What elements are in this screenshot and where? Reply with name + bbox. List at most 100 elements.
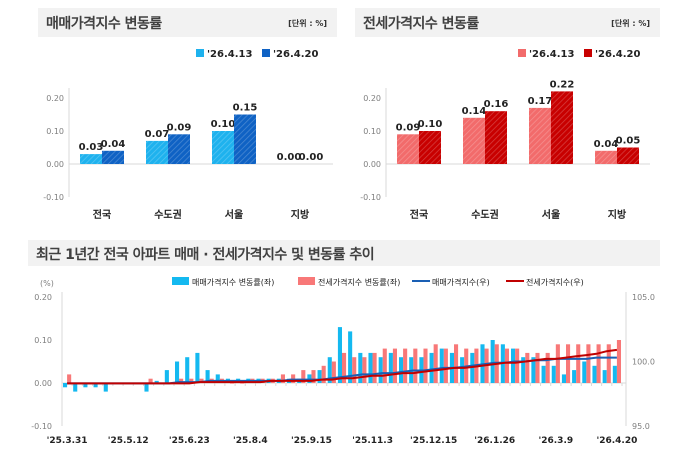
bar-sales-rate [164, 370, 169, 383]
bar-jeonse-rate [576, 344, 581, 383]
sales-panel-title: 매매가격지수 변동률 [46, 16, 162, 32]
jeonse-index-line [67, 348, 618, 385]
data-label: 0.10 [418, 119, 443, 130]
bar-jeonse-rate [240, 383, 245, 384]
bar-hatch [102, 150, 124, 164]
bar-sales-rate [490, 340, 495, 383]
legend-swatch [518, 49, 526, 57]
data-label: 0.09 [396, 122, 421, 133]
bar-jeonse-rate [566, 344, 571, 383]
category-label: 수도권 [471, 209, 499, 221]
bar-jeonse-rate [352, 357, 357, 383]
bar-sales-rate [378, 357, 383, 383]
bar-jeonse-rate [148, 378, 153, 383]
bar-sales-rate [103, 383, 108, 392]
data-label: 0.22 [550, 79, 575, 90]
data-label: 0.17 [528, 96, 553, 107]
y-tick-label: 0.00 [46, 160, 64, 169]
bar-jeonse-rate [67, 374, 72, 383]
bar-jeonse-rate [280, 374, 285, 383]
legend-label: '26.4.13 [207, 49, 252, 60]
bar-jeonse-rate [311, 370, 316, 383]
bar-sales-rate [541, 365, 546, 383]
data-label: 0.05 [616, 136, 641, 147]
bar-sales-rate [592, 365, 597, 383]
category-label: 서울 [225, 208, 243, 221]
bar-jeonse-rate [596, 344, 601, 383]
bar-sales-rate [348, 331, 353, 383]
data-label: 0.15 [233, 103, 258, 114]
bar-sales-rate [195, 352, 200, 383]
bar-sales-rate [317, 370, 322, 383]
bar-sales-rate [582, 361, 587, 383]
trend-panel-title: 최근 1년간 전국 아파트 매매 · 전세가격지수 및 변동률 추이 [36, 247, 375, 263]
left-tick-label: 0.00 [34, 379, 52, 388]
x-tick-label: '25.3.31 [47, 436, 88, 446]
bar-jeonse-rate [230, 383, 235, 384]
bar-jeonse-rate [382, 348, 387, 383]
bar-sales-rate [215, 374, 220, 383]
x-tick-label: '26.3.9 [538, 436, 573, 446]
legend-label: '26.4.20 [273, 49, 318, 60]
bar-hatch [397, 134, 419, 164]
data-label: 0.03 [79, 142, 104, 153]
bar-hatch [80, 154, 102, 164]
bar-jeonse-rate [454, 344, 459, 383]
bar-sales-rate [205, 370, 210, 383]
y-tick-label: -0.10 [43, 193, 64, 202]
bar-sales-rate [388, 352, 393, 383]
bar-sales-rate [511, 348, 516, 383]
bar-jeonse-rate [362, 357, 367, 383]
bar-hatch [168, 134, 190, 164]
left-tick-label: 0.20 [34, 293, 52, 302]
data-label: 0.16 [484, 99, 509, 110]
bar-sales-rate [561, 374, 566, 383]
legend-label: 전세가격지수(우) [526, 277, 584, 287]
bar-sales-rate [358, 352, 363, 383]
trend-panel-header: 최근 1년간 전국 아파트 매매 · 전세가격지수 및 변동률 추이 [28, 240, 660, 266]
bar-hatch [463, 117, 485, 164]
bar-jeonse-rate [525, 352, 530, 383]
bar-sales-rate [175, 361, 180, 383]
sales-panel-unit: [단위 : %] [288, 19, 327, 28]
sales-panel-header: 매매가격지수 변동률 [단위 : %] [38, 8, 337, 37]
bar-sales-rate [93, 383, 98, 388]
bar-sales-rate [531, 357, 536, 383]
x-tick-label: '25.8.4 [233, 436, 268, 446]
legend-label: 전세가격지수 변동률(좌) [318, 277, 400, 287]
category-label: 지방 [608, 208, 627, 221]
jeonse-panel-unit: [단위 : %] [611, 19, 650, 28]
bar-jeonse-rate [331, 361, 336, 383]
bar-hatch [485, 111, 507, 164]
bar-jeonse-rate [555, 344, 560, 383]
legend-label: '26.4.20 [595, 49, 640, 60]
bar-jeonse-rate [433, 344, 438, 383]
bar-jeonse-rate [301, 370, 306, 383]
category-label: 전국 [410, 208, 428, 221]
legend-label: 매매가격지수(우) [432, 277, 490, 287]
right-tick-label: 95.0 [632, 422, 650, 431]
bar-jeonse-rate [616, 340, 621, 383]
bar-sales-rate [185, 357, 190, 383]
data-label: 0.04 [594, 139, 619, 150]
category-label: 수도권 [154, 209, 182, 221]
data-label: 0.10 [211, 119, 236, 130]
bar-jeonse-rate [515, 348, 520, 383]
bar-jeonse-rate [403, 348, 408, 383]
x-tick-label: '25.12.15 [410, 436, 457, 446]
data-label: 0.09 [167, 122, 192, 133]
bar-sales-rate [439, 348, 444, 383]
bar-hatch [146, 140, 168, 164]
bar-sales-rate [612, 365, 617, 383]
y-tick-label: -0.10 [360, 193, 381, 202]
bar-jeonse-rate [342, 352, 347, 383]
bar-jeonse-rate [372, 352, 377, 383]
bar-jeonse-rate [443, 348, 448, 383]
bar-sales-rate [327, 357, 332, 383]
data-label: 0.00 [299, 152, 324, 163]
bar-hatch [419, 131, 441, 164]
legend-label: '26.4.13 [529, 49, 574, 60]
y-tick-label: 0.10 [363, 127, 381, 136]
bar-sales-rate [521, 357, 526, 383]
